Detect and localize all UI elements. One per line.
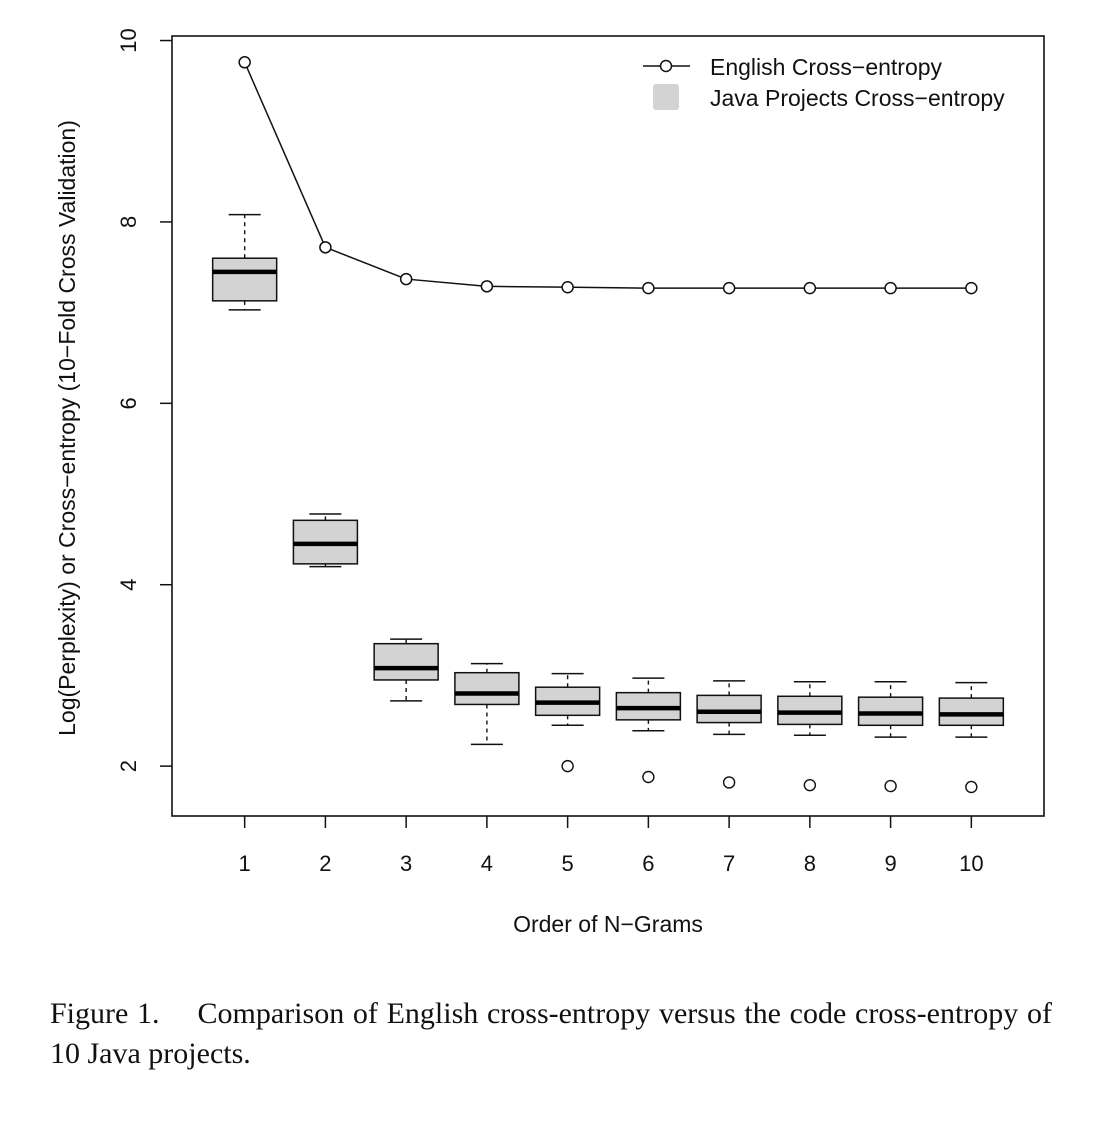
outlier-point (803, 778, 817, 792)
data-point (561, 280, 574, 294)
y-tick-label: 10 (116, 28, 141, 52)
data-point (884, 281, 897, 295)
y-tick-label: 4 (116, 579, 141, 591)
english-series (238, 56, 978, 295)
data-point (480, 280, 494, 293)
box-plot (696, 680, 762, 789)
data-point (238, 56, 251, 69)
x-tick-label: 8 (804, 851, 816, 876)
series-line-segment (246, 67, 324, 243)
x-tick-label: 1 (239, 851, 251, 876)
series-line-segment (573, 286, 643, 289)
box (454, 671, 520, 706)
legend: English Cross−entropy Java Projects Cros… (643, 54, 1005, 111)
series-line-segment (411, 278, 482, 287)
outlier-point (965, 780, 978, 794)
box-plot (534, 672, 601, 773)
box-plot (292, 513, 359, 568)
box-plots (211, 213, 1005, 794)
legend-java-label: Java Projects Cross−entropy (710, 85, 1005, 111)
x-axis-title: Order of N−Grams (513, 911, 703, 937)
data-point (642, 281, 655, 295)
x-tick-label: 5 (562, 851, 574, 876)
x-tick-label: 10 (959, 851, 983, 876)
x-tick-label: 2 (319, 851, 331, 876)
outlier-point (642, 770, 655, 784)
y-axis: 2 4 6 8 10 (116, 28, 172, 772)
x-tick-label: 4 (481, 851, 493, 876)
data-point (319, 241, 332, 254)
outlier-point (722, 776, 736, 789)
data-point (722, 281, 736, 295)
x-tick-label: 6 (642, 851, 654, 876)
series-line-segment (492, 285, 563, 288)
data-point (399, 272, 413, 286)
x-tick-label: 3 (400, 851, 412, 876)
figure-label: Figure 1. (50, 997, 160, 1030)
outlier-point (884, 779, 897, 793)
x-axis: 1 2 3 4 5 6 7 8 9 10 (239, 816, 984, 876)
y-tick-label: 2 (116, 760, 141, 772)
box-plot (211, 213, 278, 311)
y-axis-title: Log(Perplexity) or Cross−entropy (10−Fol… (54, 120, 80, 736)
box (777, 695, 843, 726)
y-tick-label: 8 (116, 216, 141, 228)
box-plot (777, 681, 843, 792)
box (211, 257, 278, 302)
box-plot (373, 638, 439, 702)
box (696, 694, 762, 724)
box-plot (615, 677, 682, 784)
figure-caption: Figure 1. Comparison of English cross-ent… (50, 994, 1052, 1074)
outlier-point (561, 759, 574, 773)
chart: 1 2 3 4 5 6 7 8 9 10 2 4 6 8 10 Order of N−Grams Log(… (54, 28, 1045, 937)
box-plot (938, 681, 1005, 794)
box-plot (857, 681, 924, 793)
legend-english-label: English Cross−entropy (710, 54, 943, 80)
series-line-segment (330, 248, 402, 278)
data-point (803, 281, 817, 295)
box (857, 696, 924, 727)
x-tick-label: 9 (884, 851, 896, 876)
data-point (965, 281, 978, 295)
figure-caption-text: Comparison of English cross-entropy vers… (50, 997, 1052, 1070)
legend-java-swatch (653, 84, 679, 110)
box (373, 642, 439, 681)
box-plot (454, 662, 520, 746)
y-tick-label: 6 (116, 397, 141, 409)
x-tick-label: 7 (723, 851, 735, 876)
plot-frame (171, 35, 1045, 817)
box (938, 697, 1005, 727)
legend-english-marker (659, 59, 673, 73)
